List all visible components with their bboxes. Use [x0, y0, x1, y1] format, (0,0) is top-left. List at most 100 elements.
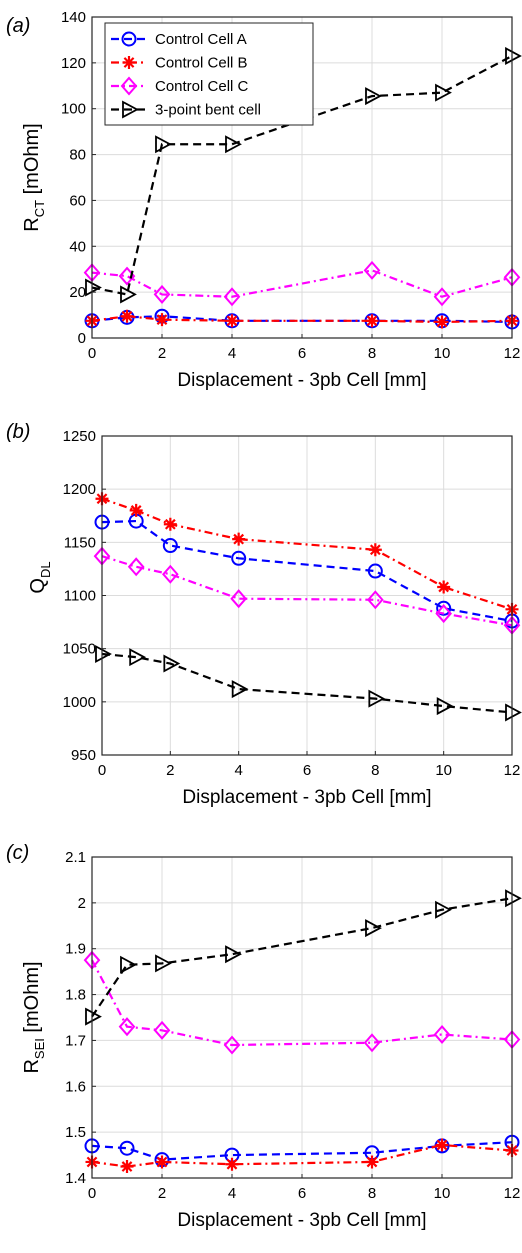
y-axis-label: RSEI [mOhm]	[21, 961, 47, 1073]
data-point-triangle-right	[129, 648, 147, 667]
data-point-circle	[162, 538, 178, 554]
y-tick-label: 1150	[64, 534, 96, 551]
y-tick-label: 0	[78, 330, 86, 347]
data-point-triangle-right	[505, 46, 522, 65]
legend-entry: Control Cell B	[111, 55, 248, 72]
y-tick-label: 140	[61, 9, 86, 26]
y-tick-label: 1.7	[65, 1032, 86, 1049]
chart-panel-a: 0 2 4 6 8 10 12020406080100120140Displacement …	[6, 9, 522, 391]
series-line	[91, 269, 513, 298]
panel-label: (c)	[6, 842, 29, 864]
data-point-diamond	[363, 260, 381, 280]
data-point-diamond	[153, 1020, 171, 1040]
x-axis-label: Displacement - 3pb Cell [mm]	[177, 1210, 426, 1231]
data-point-diamond	[162, 564, 179, 584]
data-point-triangle-right	[225, 135, 242, 154]
y-tick-label: 950	[71, 747, 96, 764]
x-axis-label: Displacement - 3pb Cell [mm]	[177, 370, 426, 391]
y-axis-label-unit: [mOhm]	[21, 961, 43, 1038]
x-tick-label: 12	[504, 345, 521, 362]
y-tick-label: 2.1	[65, 849, 86, 866]
data-point-asterisk	[163, 517, 177, 531]
data-point-circle	[119, 1140, 135, 1156]
data-point-asterisk	[155, 313, 169, 327]
y-tick-label: 1.4	[65, 1170, 86, 1187]
x-tick-label: 6	[298, 1185, 306, 1202]
data-point-triangle-right	[365, 87, 382, 106]
legend-marker-asterisk	[122, 56, 136, 69]
legend-label: Control Cell C	[155, 78, 249, 95]
legend-label: 3-point bent cell	[155, 102, 261, 119]
data-point-triangle-right	[95, 644, 112, 663]
data-point-triangle-right	[436, 697, 454, 716]
series-line	[101, 519, 513, 623]
data-point-triangle-right	[368, 689, 386, 708]
y-axis-label-main: R	[21, 1059, 43, 1073]
data-point-circle	[436, 600, 452, 616]
data-point-asterisk	[120, 309, 134, 323]
y-axis-label: QDL	[27, 561, 53, 593]
data-point-triangle-right	[163, 654, 181, 673]
data-point-circle	[367, 563, 383, 579]
data-point-asterisk	[437, 580, 451, 594]
y-tick-label: 40	[69, 238, 86, 255]
data-point-diamond	[230, 589, 247, 609]
data-point-triangle-right	[231, 680, 249, 699]
data-point-triangle-right	[155, 954, 172, 973]
data-point-diamond	[153, 284, 171, 304]
y-axis-label-subscript: DL	[38, 561, 53, 578]
y-axis-label: RCT [mOhm]	[21, 123, 47, 231]
y-tick-label: 1.5	[65, 1124, 86, 1141]
x-tick-label: 10	[434, 345, 451, 362]
x-tick-label: 2	[166, 762, 174, 779]
y-tick-label: 1.9	[65, 941, 86, 958]
panel-label: (a)	[6, 15, 30, 37]
y-tick-label: 1250	[63, 428, 96, 445]
data-point-asterisk	[368, 543, 382, 557]
data-point-asterisk	[365, 314, 379, 328]
series-control-cell-c	[83, 950, 521, 1055]
data-point-circle	[231, 550, 247, 566]
series-3-point-bent-cell	[85, 46, 522, 304]
data-point-triangle-right	[435, 83, 452, 102]
data-point-triangle-right	[225, 945, 242, 964]
y-tick-label: 1100	[64, 588, 96, 605]
legend-label: Control Cell A	[155, 31, 247, 48]
x-tick-label: 6	[298, 345, 306, 362]
x-tick-label: 0	[98, 762, 106, 779]
y-tick-label: 1.6	[65, 1078, 86, 1095]
data-point-asterisk	[225, 314, 239, 328]
legend: Control Cell A Control Cell B Control Cell…	[104, 22, 314, 126]
y-axis-label-main: R	[21, 217, 43, 231]
data-point-triangle-right	[85, 1007, 102, 1026]
data-point-asterisk	[120, 1160, 134, 1174]
x-tick-label: 2	[158, 1185, 166, 1202]
series-control-cell-a	[94, 513, 520, 629]
data-point-asterisk	[232, 532, 246, 546]
legend-marker-circle	[121, 31, 137, 47]
y-tick-label: 80	[69, 147, 86, 164]
x-axis-label: Displacement - 3pb Cell [mm]	[182, 787, 431, 808]
x-tick-label: 2	[158, 345, 166, 362]
y-axis-label-subscript: SEI	[32, 1038, 47, 1059]
data-point-asterisk	[225, 1157, 239, 1171]
series-3-point-bent-cell	[95, 644, 522, 722]
y-tick-label: 120	[61, 55, 86, 72]
x-tick-label: 6	[303, 762, 311, 779]
data-point-asterisk	[365, 1155, 379, 1169]
data-point-diamond	[433, 1024, 451, 1044]
data-point-diamond	[435, 604, 452, 624]
x-tick-label: 10	[435, 762, 452, 779]
y-axis-label-unit: [mOhm]	[21, 123, 43, 200]
series-line	[91, 959, 513, 1047]
chart-panel-c: 0 2 4 6 8 10 12 1.4 1.5 1.6 1.7 1.8 1.9 2 2.1 Displacem…	[6, 842, 522, 1231]
data-point-asterisk	[129, 503, 143, 517]
data-point-diamond	[118, 1017, 136, 1037]
data-point-triangle-right	[120, 285, 137, 304]
x-tick-label: 10	[434, 1185, 451, 1202]
y-tick-label: 20	[69, 284, 86, 301]
data-point-triangle-right	[85, 278, 102, 297]
x-tick-label: 4	[234, 762, 242, 779]
data-point-triangle-right	[155, 135, 172, 154]
x-tick-label: 12	[504, 762, 521, 779]
